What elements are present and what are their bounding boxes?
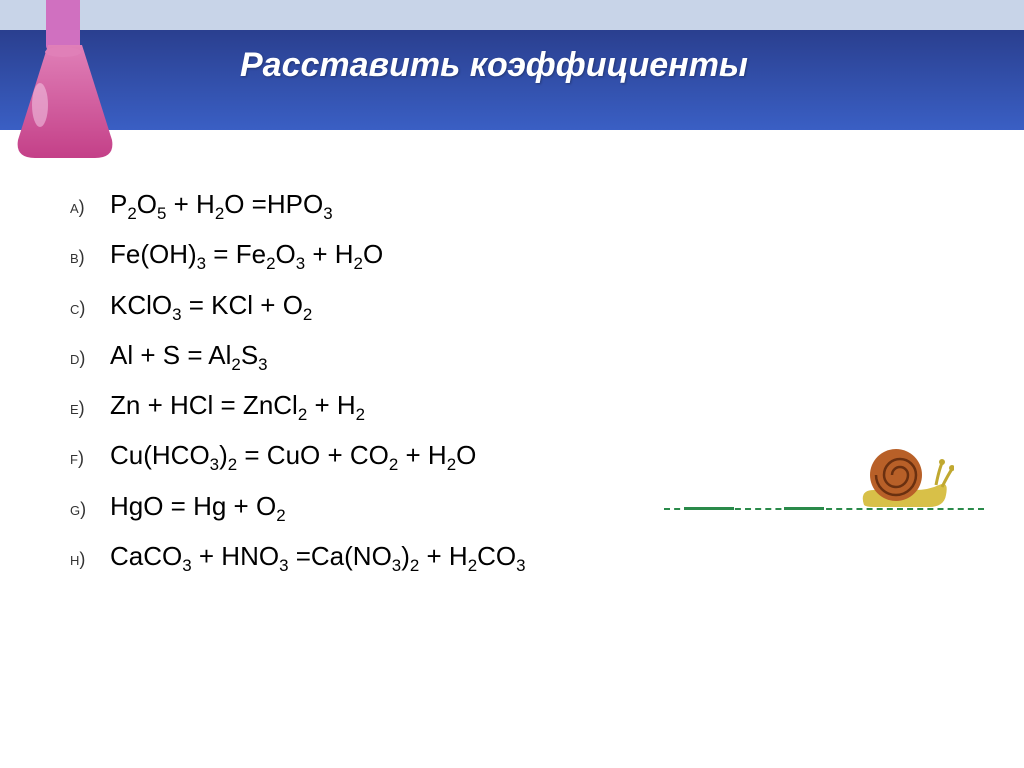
- snail-icon: [854, 435, 954, 515]
- equation-label: G): [70, 492, 110, 526]
- equation-formula: Cu(HCO3)2 = CuO + CO2 + H2O: [110, 431, 476, 481]
- equation-item: H)CaCO3 + HNO3 =Ca(NO3)2 + H2CO3: [70, 532, 954, 582]
- flask-icon: [0, 0, 130, 170]
- equation-label: A): [70, 190, 110, 224]
- equation-item: D)Al + S = Al2S3: [70, 331, 954, 381]
- equation-formula: CaCO3 + HNO3 =Ca(NO3)2 + H2CO3: [110, 532, 526, 582]
- equation-label: C): [70, 291, 110, 325]
- equation-formula: KClO3 = KCl + O2: [110, 281, 312, 331]
- equation-label: F): [70, 441, 110, 475]
- slide-content: A)P2O5 + H2O =HPO3B)Fe(OH)3 = Fe2O3 + H2…: [0, 130, 1024, 768]
- snail-illustration: [664, 400, 984, 520]
- equation-formula: HgO = Hg + O2: [110, 482, 286, 532]
- equation-label: E): [70, 391, 110, 425]
- page-title: Расставить коэффициенты: [240, 46, 748, 85]
- equation-label: H): [70, 542, 110, 576]
- equation-formula: Al + S = Al2S3: [110, 331, 268, 381]
- equation-item: C)KClO3 = KCl + O2: [70, 281, 954, 331]
- equation-label: D): [70, 341, 110, 375]
- equation-label: B): [70, 240, 110, 274]
- equation-item: B)Fe(OH)3 = Fe2O3 + H2O: [70, 230, 954, 280]
- slide: Расставить коэффициенты A)P2O5 + H2O =HP…: [0, 0, 1024, 768]
- equation-item: A)P2O5 + H2O =HPO3: [70, 180, 954, 230]
- equation-formula: Fe(OH)3 = Fe2O3 + H2O: [110, 230, 383, 280]
- equation-formula: P2O5 + H2O =HPO3: [110, 180, 333, 230]
- equation-formula: Zn + HCl = ZnCl2 + H2: [110, 381, 365, 431]
- slide-header: Расставить коэффициенты: [0, 0, 1024, 130]
- equation-list: A)P2O5 + H2O =HPO3B)Fe(OH)3 = Fe2O3 + H2…: [70, 180, 954, 582]
